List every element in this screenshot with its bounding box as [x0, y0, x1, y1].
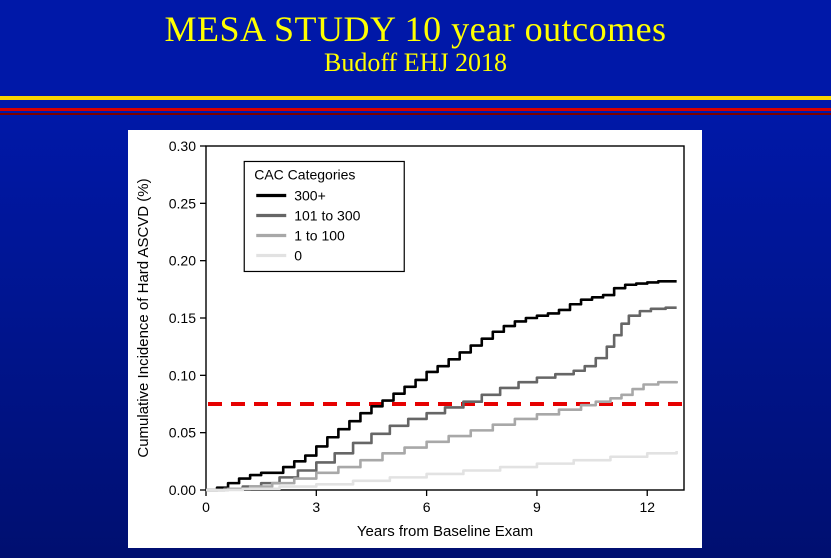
slide-title: MESA STUDY 10 year outcomes	[0, 0, 831, 50]
svg-text:3: 3	[312, 499, 320, 515]
svg-text:0.05: 0.05	[169, 425, 196, 441]
svg-text:1 to 100: 1 to 100	[294, 227, 345, 243]
svg-text:0.10: 0.10	[169, 367, 196, 383]
rule-darkred	[0, 113, 831, 115]
chart-svg: 0.00 0.05 0.10 0.15 0.20 0.25 0.30 0 3 6 9 12 Years …	[128, 130, 702, 548]
svg-text:6: 6	[423, 499, 431, 515]
slide-subtitle: Budoff EHJ 2018	[0, 48, 831, 78]
chart-panel: 0.00 0.05 0.10 0.15 0.20 0.25 0.30 0 3 6 9 12 Years …	[128, 130, 702, 548]
svg-text:0: 0	[294, 247, 302, 263]
svg-text:0.15: 0.15	[169, 310, 196, 326]
svg-text:0.30: 0.30	[169, 138, 196, 154]
svg-text:CAC Categories: CAC Categories	[254, 166, 355, 182]
svg-text:0.00: 0.00	[169, 482, 196, 498]
svg-text:101 to 300: 101 to 300	[294, 207, 360, 223]
svg-text:0.25: 0.25	[169, 195, 196, 211]
svg-text:0.20: 0.20	[169, 253, 196, 269]
divider-rule	[0, 96, 831, 115]
svg-text:Years from Baseline Exam: Years from Baseline Exam	[357, 523, 533, 540]
svg-text:Cumulative Incidence of Hard A: Cumulative Incidence of Hard ASCVD (%)	[135, 178, 152, 457]
svg-text:12: 12	[639, 499, 655, 515]
svg-text:9: 9	[533, 499, 541, 515]
svg-text:300+: 300+	[294, 187, 326, 203]
svg-text:0: 0	[202, 499, 210, 515]
slide: MESA STUDY 10 year outcomes Budoff EHJ 2…	[0, 0, 831, 558]
